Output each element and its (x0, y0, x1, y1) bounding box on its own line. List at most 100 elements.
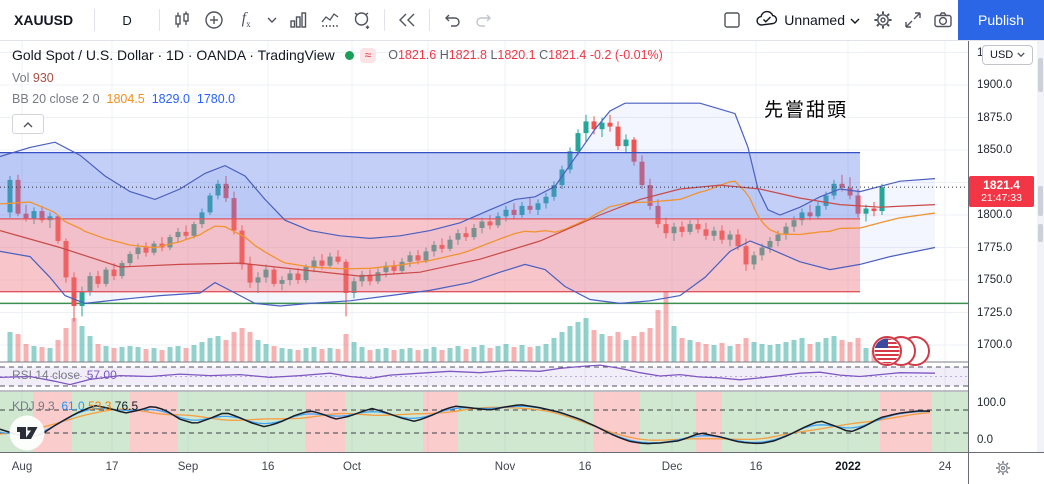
strip-handle (1038, 186, 1043, 216)
save-layout-button[interactable]: Unnamed (747, 9, 868, 32)
price-axis[interactable]: 1700.01725.01750.01775.01800.01825.01850… (969, 40, 1036, 452)
bb-basis-value: 1804.5 (106, 92, 145, 106)
volume-legend[interactable]: Vol 930 (12, 71, 54, 85)
chart-legend: Gold Spot / U.S. Dollar · 1D · OANDA · T… (12, 47, 663, 134)
indicators-button[interactable]: fx (231, 5, 261, 35)
replay-icon (396, 9, 418, 31)
currency-selector[interactable]: USD (982, 45, 1034, 65)
time-axis-label: 24 (938, 461, 952, 473)
chart-canvas[interactable] (0, 40, 968, 452)
layout-name: Unnamed (784, 12, 845, 28)
drawn-zone (0, 218, 860, 292)
top-toolbar: XAUUSD D fx (0, 0, 1044, 41)
publish-button[interactable]: Publish (958, 0, 1044, 40)
compare-button[interactable] (199, 5, 229, 35)
kdj-d-line (0, 406, 931, 441)
price-axis-label: 1850.0 (977, 144, 1013, 156)
wave-chart-icon (319, 9, 341, 31)
time-axis-label: Nov (494, 461, 516, 473)
last-price-label: 1821.4 21:47:33 (969, 176, 1034, 207)
plus-circle-icon (203, 9, 225, 31)
tradingview-logo-icon (9, 415, 45, 451)
layout-button[interactable] (717, 5, 747, 35)
kdj-legend[interactable]: KDJ 9 3 61.0 53.3 76.5 (12, 399, 139, 413)
settings-button[interactable] (868, 5, 898, 35)
candlestick-icon (171, 9, 193, 31)
kdj-axis-bottom: 0.0 (977, 434, 993, 446)
price-axis-label: 1725.0 (977, 306, 1013, 319)
price-axis-label: 1700.0 (977, 339, 1013, 351)
camera-icon (932, 9, 954, 31)
time-axis[interactable]: Aug 17 Sep 16 Oct Nov 16 Dec 16 2022 24 (0, 452, 1044, 484)
snapshot-button[interactable] (928, 5, 958, 35)
cloud-check-icon (755, 9, 779, 32)
legend-title-row[interactable]: Gold Spot / U.S. Dollar · 1D · OANDA · T… (12, 47, 663, 63)
time-axis-label: 2022 (835, 461, 861, 473)
bb-basis-line (0, 180, 936, 270)
toolbar-right-group: Unnamed Publish (717, 0, 1044, 40)
alert-button[interactable] (347, 5, 377, 35)
axis-border (968, 40, 969, 484)
redo-icon (473, 9, 495, 31)
rsi-legend[interactable]: RSI 14 close 57.00 (12, 368, 117, 382)
chevron-up-icon (23, 115, 33, 133)
bb-fill (0, 103, 935, 306)
price-axis-label: 1775.0 (977, 241, 1013, 254)
time-axis-label: Dec (661, 461, 683, 473)
indicator-templates-button[interactable] (283, 5, 313, 35)
bb-lower-line (0, 240, 936, 307)
rsi-value: 57.00 (86, 368, 117, 382)
kdj-d-value: 53.3 (88, 399, 112, 413)
bar-replay-button[interactable] (392, 5, 422, 35)
indicators-chevron[interactable] (263, 5, 281, 35)
kdj-j-line (0, 404, 931, 445)
kdj-j-value: 76.5 (114, 399, 139, 413)
bb-lower-value: 1780.0 (196, 92, 236, 106)
interval-button[interactable]: D (122, 12, 132, 28)
volume-value: 930 (32, 71, 54, 85)
collapse-pane-button[interactable] (12, 114, 44, 134)
ma-line (0, 184, 936, 277)
chart-style-button[interactable] (167, 5, 197, 35)
undo-button[interactable] (437, 5, 467, 35)
fullscreen-button[interactable] (898, 5, 928, 35)
right-panel-strip[interactable] (1037, 40, 1044, 452)
time-axis-label: 17 (105, 461, 119, 473)
symbol-search-button[interactable]: XAUUSD (14, 12, 74, 28)
divider (429, 9, 431, 31)
bb-upper-line (0, 102, 936, 240)
bb-legend[interactable]: BB 20 close 2 0 1804.5 1829.0 1780.0 (12, 92, 236, 106)
time-axis-label: Oct (343, 461, 361, 473)
divider (384, 9, 386, 31)
time-axis-label: 16 (261, 461, 275, 473)
symbol-title: Gold Spot / U.S. Dollar · 1D · OANDA · T… (12, 47, 335, 63)
undo-icon (441, 9, 463, 31)
change-value: -0.2 (-0.01%) (589, 48, 663, 62)
fullscreen-icon (902, 9, 924, 31)
kdj-axis-top: 100.0 (977, 397, 1006, 409)
rsi-line (0, 364, 936, 386)
fx-icon: fx (241, 10, 251, 30)
chevron-down-icon (1017, 49, 1025, 61)
redo-button[interactable] (469, 5, 499, 35)
time-axis-label: 16 (578, 461, 592, 473)
chart-text-annotation[interactable]: 先嘗甜頭 (764, 100, 849, 121)
strip-handle (1038, 224, 1043, 242)
bar-chart-icon (287, 9, 309, 31)
bb-upper-value: 1829.0 (151, 92, 190, 106)
price-axis-label: 1800.0 (977, 209, 1013, 221)
chevron-down-icon (850, 12, 860, 28)
strip-handle (1038, 58, 1043, 92)
chevron-down-icon (267, 17, 277, 24)
forecast-button[interactable] (315, 5, 345, 35)
ohlc-values: O1821.6 H1821.8 L1820.1 C1821.4 -0.2 (-0… (388, 48, 663, 62)
time-axis-label: Sep (177, 461, 199, 473)
divider (159, 9, 161, 31)
axis-settings-gear-icon[interactable] (994, 459, 1012, 482)
delayed-data-badge: ≈ (359, 47, 377, 63)
time-axis-label: Aug (11, 461, 33, 473)
price-axis-label: 1900.0 (977, 79, 1013, 91)
economic-event-icon (872, 336, 930, 366)
bar-countdown: 21:47:33 (981, 192, 1022, 204)
